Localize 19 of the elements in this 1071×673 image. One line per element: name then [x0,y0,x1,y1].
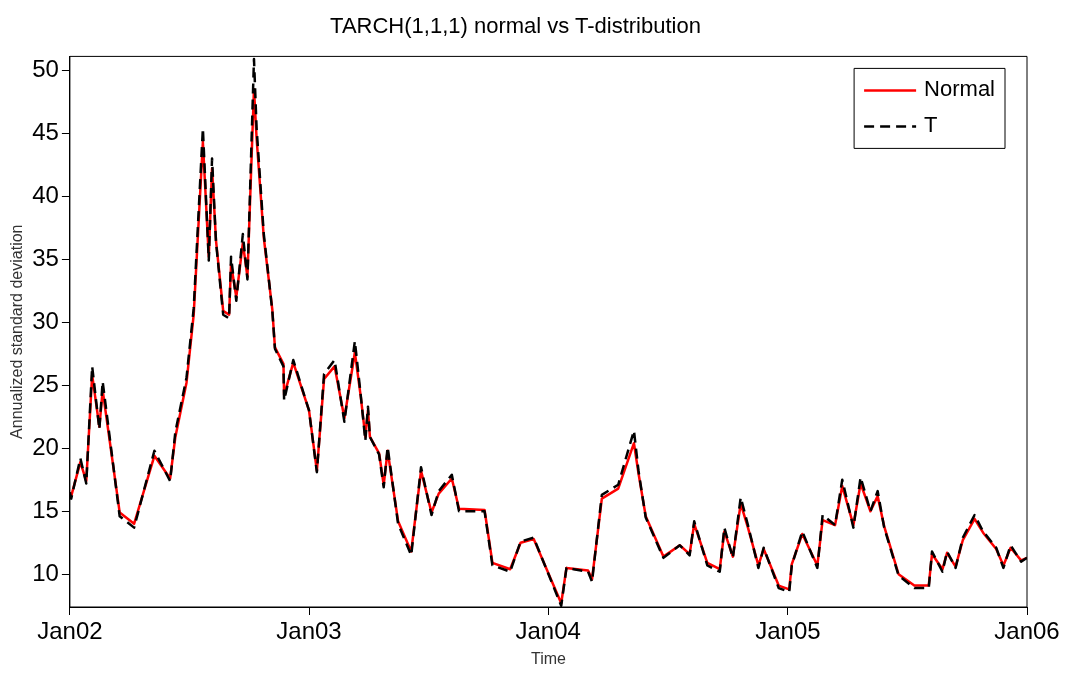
y-tick-label: 50 [32,54,59,82]
x-tick-label: Jan02 [37,617,103,645]
y-tick-label: 15 [32,495,59,523]
y-tick-label: 20 [32,432,59,460]
y-tick-label: 40 [32,180,59,208]
y-tick-label: 30 [32,306,59,334]
legend-label: T [924,112,938,138]
legend-label: Normal [924,76,996,102]
y-tick-label: 45 [32,117,59,145]
x-tick-label: Jan05 [755,617,821,645]
y-tick-label: 35 [32,243,59,271]
y-tick-label: 10 [32,558,59,586]
y-axis-title: Annualized standard deviation [8,224,26,439]
x-tick-label: Jan04 [515,617,581,645]
y-tick-label: 25 [32,369,59,397]
x-tick-label: Jan03 [276,617,342,645]
x-axis-title: Time [530,649,567,667]
chart-title: TARCH(1,1,1) normal vs T-distribution [330,13,701,39]
x-tick-label: Jan06 [994,617,1060,645]
